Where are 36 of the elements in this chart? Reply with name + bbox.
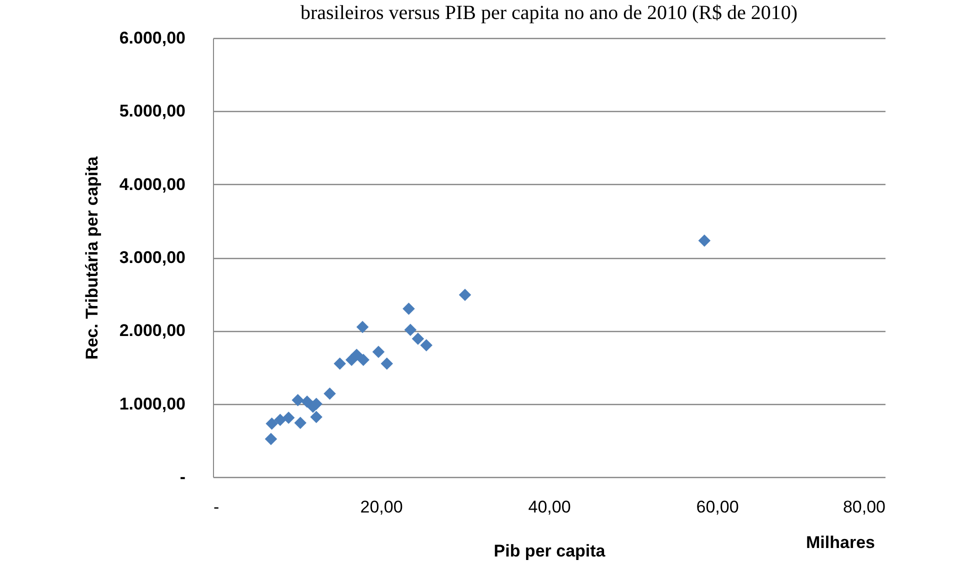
y-tick-label: 6.000,00	[119, 28, 186, 48]
point	[264, 432, 278, 446]
point	[292, 394, 304, 406]
point	[310, 410, 322, 424]
y-tick-label: 3.000,00	[119, 248, 186, 267]
chart-title: brasileiros versus PIB per capita no ano de 2010 (R$ de 2010)	[300, 2, 798, 24]
point	[357, 354, 370, 366]
point	[282, 412, 295, 424]
point	[380, 357, 394, 370]
x-tick-label: 20,00	[360, 498, 403, 516]
point	[458, 288, 472, 301]
point	[372, 346, 385, 358]
y-tick-label: 5.000,00	[119, 102, 186, 121]
point	[324, 387, 336, 400]
y-tick-label: 1.000,00	[119, 394, 186, 414]
y-tick-label: 2.000,00	[119, 321, 186, 340]
point	[420, 339, 432, 352]
point	[404, 324, 417, 336]
point	[274, 414, 286, 426]
x-tick-label: -	[214, 498, 220, 516]
point	[294, 416, 306, 429]
point	[402, 302, 415, 315]
point	[698, 234, 711, 247]
text: Milhares	[806, 533, 875, 552]
x-axis-title: Pib per capita	[494, 542, 606, 560]
point	[356, 320, 369, 334]
point	[334, 357, 346, 370]
x-tick-label: 80,00	[842, 498, 886, 516]
x-tick-label: 60,00	[696, 498, 739, 516]
point	[350, 348, 363, 361]
point	[266, 417, 278, 430]
y-axis-title: Rec. Tributária per capita	[82, 156, 102, 360]
y-tick-label: 4.000,00	[119, 174, 186, 194]
y-tick-label: -	[180, 468, 186, 486]
x-tick-label: 40,00	[528, 498, 571, 516]
point	[412, 332, 424, 345]
